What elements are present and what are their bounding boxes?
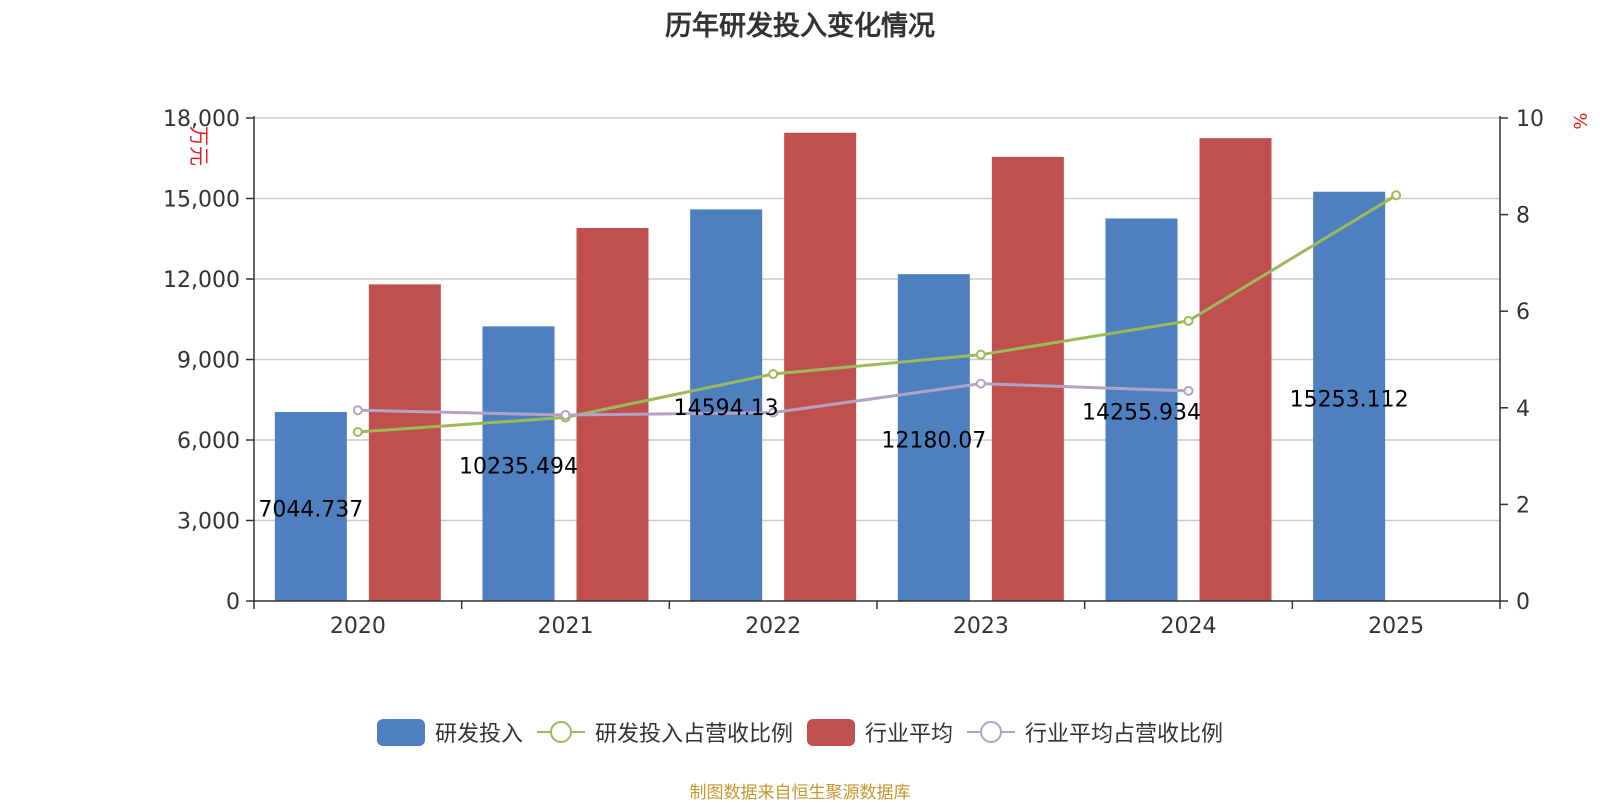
y-left-axis-unit: 万元 xyxy=(187,126,211,166)
y-left-tick-label: 6,000 xyxy=(177,429,240,454)
point-industry-ratio xyxy=(1183,385,1194,396)
x-tick-label: 2021 xyxy=(538,614,594,639)
y-right-tick-label: 4 xyxy=(1516,397,1530,422)
y-right-tick-label: 10 xyxy=(1516,107,1544,132)
y-left-tick-label: 15,000 xyxy=(163,188,240,213)
y-right-axis-unit: % xyxy=(1569,112,1590,129)
legend-item-rd-investment[interactable]: 研发投入 xyxy=(376,716,523,748)
data-labels: 7044.737 10235.494 14594.13 12180.07 14255.9… xyxy=(258,387,1408,522)
legend-item-rd-ratio[interactable]: 研发投入占营收比例 xyxy=(536,716,793,748)
point-rd-ratio xyxy=(975,349,986,360)
y-right-tick-label: 6 xyxy=(1516,300,1530,325)
bar-industry-average xyxy=(991,156,1064,602)
data-label-rd-investment: 14594.13 xyxy=(674,396,779,421)
point-rd-ratio xyxy=(1183,315,1194,326)
legend-swatch-industry-ratio xyxy=(967,721,1016,743)
point-industry-ratio xyxy=(768,407,779,418)
point-rd-ratio xyxy=(352,426,363,437)
y-left-tick-label: 9,000 xyxy=(177,349,240,374)
legend-label-rd-investment: 研发投入 xyxy=(434,722,523,747)
source-note: 制图数据来自恒生聚源数据库 xyxy=(689,783,911,803)
legend-label-industry-ratio: 行业平均占营收比例 xyxy=(1025,722,1224,747)
grid-lines xyxy=(254,117,1500,522)
y-right-tick-label: 0 xyxy=(1516,590,1530,615)
x-tick-label: 2022 xyxy=(745,614,801,639)
data-label-rd-investment: 14255.934 xyxy=(1082,401,1201,426)
data-label-rd-investment: 15253.112 xyxy=(1290,387,1409,412)
legend-swatch-rd-ratio xyxy=(536,721,585,743)
x-tick-label: 2024 xyxy=(1161,614,1217,639)
data-label-rd-investment: 10235.494 xyxy=(459,455,578,480)
bar-rd-investment xyxy=(897,274,970,601)
point-rd-ratio xyxy=(1391,190,1402,201)
y-left-tick-label: 18,000 xyxy=(163,107,240,132)
line-series xyxy=(352,190,1402,437)
bar-rd-investment xyxy=(690,209,763,601)
x-tick-label: 2023 xyxy=(953,614,1009,639)
y-left-tick-label: 12,000 xyxy=(163,268,240,293)
point-industry-ratio xyxy=(975,378,986,389)
point-industry-ratio xyxy=(560,410,571,421)
bar-rd-investment xyxy=(274,411,347,601)
bar-rd-investment xyxy=(482,326,555,601)
bar-industry-average xyxy=(368,284,441,601)
legend-label-rd-ratio: 研发投入占营收比例 xyxy=(594,722,793,747)
axes: 0 3,000 6,000 9,000 12,000 15,000 18,000 0 2 4 6 8 1… xyxy=(163,107,1590,639)
legend-label-industry-avg: 行业平均 xyxy=(865,722,954,747)
point-rd-ratio xyxy=(768,368,779,379)
legend: 研发投入 研发投入占营收比例 行业平均 行业平均占营收比例 xyxy=(0,716,1600,748)
y-right-tick-label: 2 xyxy=(1516,493,1530,518)
legend-item-industry-avg[interactable]: 行业平均 xyxy=(807,716,953,748)
legend-swatch-industry-avg xyxy=(807,718,855,746)
y-right-tick-label: 8 xyxy=(1516,204,1530,229)
point-industry-ratio xyxy=(352,405,363,416)
x-tick-label: 2020 xyxy=(330,614,386,639)
legend-item-industry-ratio[interactable]: 行业平均占营收比例 xyxy=(967,716,1223,748)
y-left-tick-label: 3,000 xyxy=(177,510,240,535)
line-rd-ratio xyxy=(357,193,1397,434)
legend-swatch-rd-investment xyxy=(376,718,425,746)
data-label-rd-investment: 12180.07 xyxy=(881,429,986,454)
y-left-tick-label: 0 xyxy=(226,590,240,615)
bar-rd-investment xyxy=(1105,218,1178,602)
bar-series xyxy=(274,132,1386,602)
data-label-rd-investment: 7044.737 xyxy=(258,497,363,522)
chart-title: 历年研发投入变化情况 xyxy=(665,11,935,42)
bar-industry-average xyxy=(1199,138,1272,601)
x-tick-label: 2025 xyxy=(1368,614,1424,639)
bar-rd-investment xyxy=(1313,191,1386,601)
